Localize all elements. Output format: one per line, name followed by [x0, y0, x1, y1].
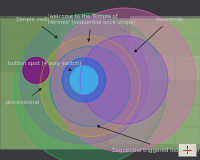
Ellipse shape: [50, 46, 130, 126]
Ellipse shape: [52, 8, 196, 152]
Ellipse shape: [80, 36, 168, 124]
Text: 'welcome to the Temple of
Hermes' (sequential once shape): 'welcome to the Temple of Hermes' (seque…: [48, 14, 136, 41]
Ellipse shape: [71, 67, 97, 93]
Ellipse shape: [40, 36, 140, 136]
Bar: [130, 16, 200, 80]
Ellipse shape: [20, 16, 148, 144]
Text: Sequential triggered loops (5 in tandem): Sequential triggered loops (5 in tandem): [97, 126, 200, 153]
Bar: [110, 56, 200, 144]
Ellipse shape: [70, 66, 98, 94]
Ellipse shape: [62, 58, 106, 102]
Text: crescendo: crescendo: [135, 17, 184, 52]
Bar: [60, 32, 150, 128]
Bar: [0, 69, 70, 149]
Ellipse shape: [14, 14, 166, 160]
Bar: [0, 16, 60, 72]
Text: processional: processional: [6, 89, 41, 105]
Ellipse shape: [23, 57, 49, 83]
Text: button spot (4 way switch): button spot (4 way switch): [8, 61, 82, 71]
Bar: [178, 143, 196, 156]
Bar: [0, 18, 200, 149]
Bar: [0, 18, 200, 149]
Text: Simple radii: Simple radii: [16, 17, 57, 38]
